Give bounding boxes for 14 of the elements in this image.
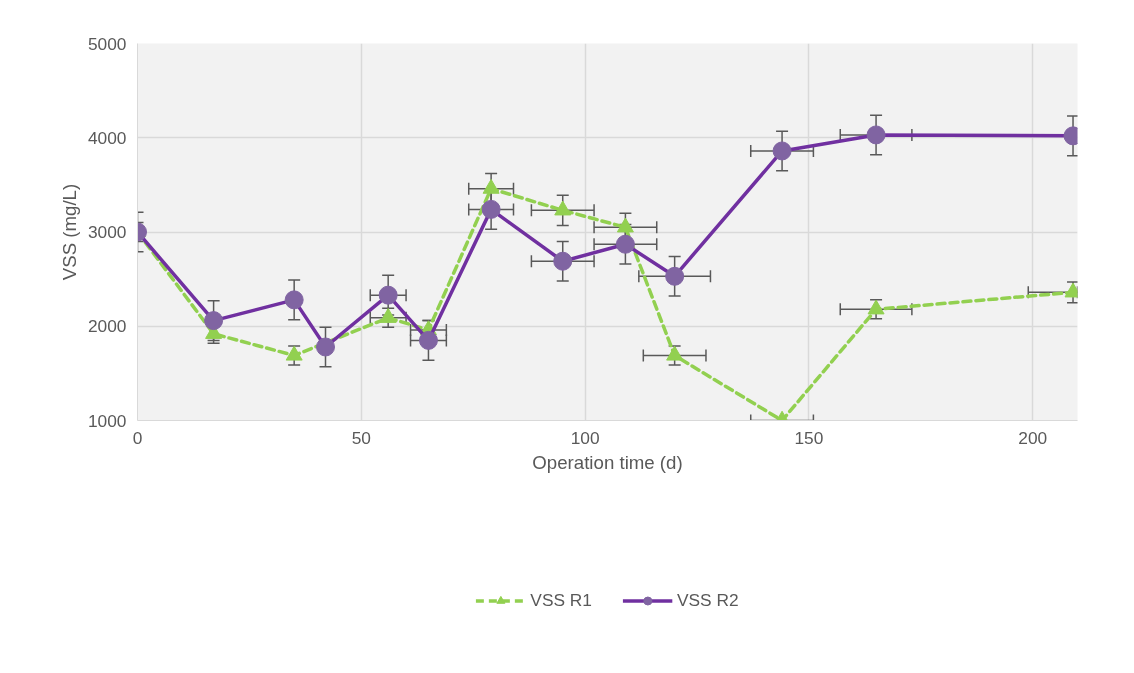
x-tick-label: 100 (570, 427, 600, 448)
y-tick-label: 4000 (87, 127, 127, 148)
y-tick-label: 2000 (87, 316, 127, 337)
y-tick-label: 3000 (87, 222, 127, 242)
x-tick-label: 200 (1018, 427, 1048, 448)
y-tick-label: 5000 (87, 33, 127, 54)
y-axis-title: VSS (mg/L) (58, 183, 80, 281)
x-tick-label: 150 (794, 427, 824, 448)
x-axis-title: Operation time (d) (532, 451, 683, 473)
legend-label: VSS R1 (530, 589, 592, 611)
legend-label: VSS R2 (677, 589, 739, 611)
y-tick-label: 1000 (87, 410, 127, 431)
x-tick-label: 50 (351, 427, 371, 448)
x-tick-label: 0 (132, 427, 143, 448)
